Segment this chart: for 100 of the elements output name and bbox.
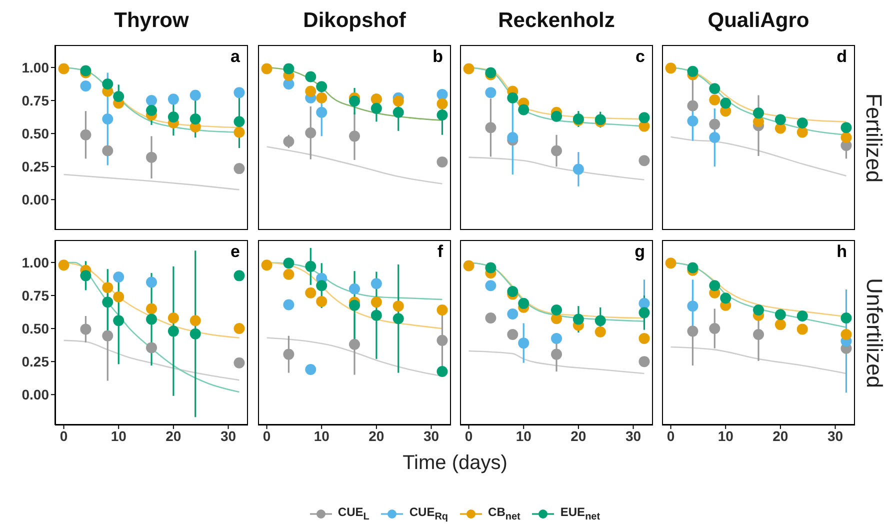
point xyxy=(753,328,764,340)
point xyxy=(436,366,448,377)
point xyxy=(146,95,157,106)
y-tick-label: 0.50 xyxy=(22,320,50,337)
point xyxy=(102,78,114,90)
point xyxy=(463,260,474,272)
x-tick-label: 30 xyxy=(220,428,236,444)
point xyxy=(261,63,272,74)
point xyxy=(687,100,698,112)
point xyxy=(234,270,245,282)
point xyxy=(102,114,114,124)
point xyxy=(507,328,518,340)
annotation: b xyxy=(432,47,443,67)
point xyxy=(190,315,201,326)
x-tick-label: 10 xyxy=(516,428,532,444)
point xyxy=(349,130,360,142)
point xyxy=(283,348,294,360)
point xyxy=(687,300,698,312)
point xyxy=(436,110,448,121)
point xyxy=(316,81,328,92)
point xyxy=(349,300,360,311)
point xyxy=(518,104,530,116)
point xyxy=(283,136,294,147)
point xyxy=(370,278,382,290)
point xyxy=(370,310,382,321)
x-tick-label: 0 xyxy=(666,428,675,444)
point xyxy=(436,334,448,346)
point xyxy=(234,126,245,138)
point xyxy=(102,282,114,294)
annotation: c xyxy=(634,47,645,67)
x-tick-label: 30 xyxy=(827,428,844,444)
point xyxy=(316,280,328,292)
point xyxy=(316,296,328,307)
point xyxy=(168,94,179,105)
point xyxy=(594,315,606,326)
point xyxy=(753,108,764,119)
chart-title: Thyrow xyxy=(113,9,190,33)
point xyxy=(840,328,852,340)
point xyxy=(234,163,245,174)
point xyxy=(638,298,650,309)
point xyxy=(720,292,732,304)
point xyxy=(283,299,294,310)
x-tick-label: 10 xyxy=(718,428,734,444)
point xyxy=(709,94,720,106)
chart-title: Reckenholz xyxy=(497,9,616,33)
point xyxy=(234,323,245,334)
point xyxy=(305,364,316,375)
y-tick-label: 1.00 xyxy=(22,254,50,270)
point xyxy=(774,114,786,126)
point xyxy=(283,258,294,269)
point xyxy=(572,164,584,175)
y-tick-label: 0.00 xyxy=(22,386,50,403)
point xyxy=(349,338,360,350)
y-tick-label: 0.25 xyxy=(22,158,50,175)
x-axis-title: Time (days) xyxy=(402,452,508,475)
point xyxy=(349,96,360,107)
point xyxy=(709,132,720,143)
point xyxy=(518,298,530,309)
x-tick-label: 0 xyxy=(262,428,271,444)
point xyxy=(113,272,124,282)
y-tick-label: 1.00 xyxy=(22,59,50,76)
point xyxy=(709,83,720,94)
point xyxy=(463,63,474,74)
point xyxy=(485,262,496,274)
point xyxy=(305,260,316,272)
point xyxy=(507,132,518,143)
point xyxy=(370,102,382,114)
point xyxy=(261,260,272,271)
point xyxy=(594,326,606,338)
point xyxy=(168,326,179,337)
point xyxy=(709,280,720,292)
point xyxy=(687,262,698,274)
point xyxy=(283,63,294,74)
point xyxy=(774,319,786,330)
x-tick-label: 20 xyxy=(570,428,586,444)
point xyxy=(168,312,179,324)
point xyxy=(392,313,404,324)
point xyxy=(146,152,157,163)
x-tick-label: 10 xyxy=(110,428,127,444)
x-tick-label: 20 xyxy=(368,428,384,444)
point xyxy=(436,89,448,100)
point xyxy=(551,110,562,122)
point xyxy=(840,132,852,143)
point xyxy=(436,304,448,316)
x-tick-label: 10 xyxy=(314,428,330,444)
annotation: g xyxy=(634,242,645,262)
point xyxy=(234,116,245,128)
point xyxy=(796,117,808,128)
legend-label: CUE$_{L}$ xyxy=(338,505,370,522)
point xyxy=(392,106,404,118)
y-tick-label: 0.25 xyxy=(22,354,50,370)
point xyxy=(80,270,92,282)
point xyxy=(485,87,496,98)
annotation: a xyxy=(230,47,240,67)
point xyxy=(234,87,245,98)
point xyxy=(305,86,316,97)
y-tick-label: 0.75 xyxy=(22,92,50,108)
point xyxy=(234,357,245,368)
point xyxy=(720,98,732,109)
point xyxy=(146,276,157,288)
